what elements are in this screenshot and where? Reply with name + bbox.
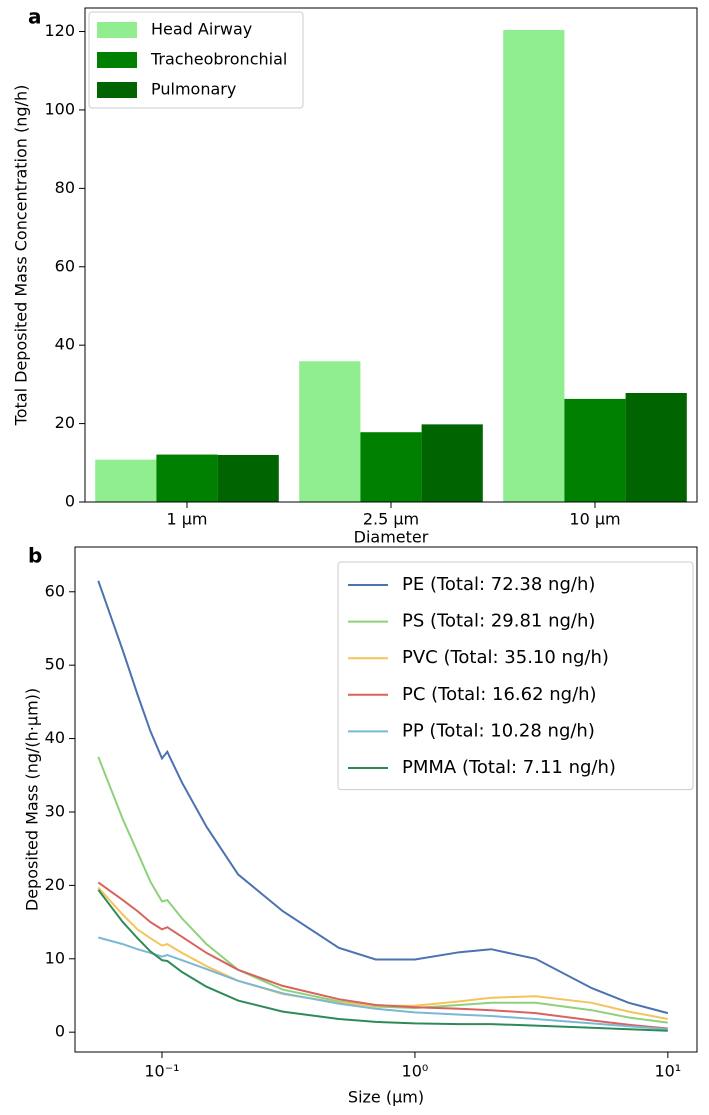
legend-swatch — [97, 52, 137, 68]
bar — [95, 459, 157, 502]
x-tick-label: 10⁻¹ — [144, 1062, 179, 1081]
axes-frame — [84, 7, 698, 503]
y-axis-label: Deposited Mass (ng/(h·µm)) — [23, 688, 42, 911]
bar — [217, 454, 279, 502]
x-axis-label: Diameter — [354, 528, 429, 547]
legend-label: Pulmonary — [151, 80, 236, 99]
panel-label: b — [28, 544, 42, 568]
y-tick-label: 0 — [55, 1022, 65, 1041]
y-tick-label: 50 — [45, 655, 65, 674]
y-tick-label: 100 — [44, 99, 75, 118]
bar — [299, 361, 361, 502]
x-tick-label: 10⁰ — [402, 1062, 429, 1081]
x-axis-label: Size (µm) — [348, 1088, 424, 1107]
y-tick-label: 60 — [45, 581, 65, 600]
legend-label: PS (Total: 29.81 ng/h) — [402, 611, 595, 632]
line — [98, 936, 668, 1031]
panel-label: a — [28, 5, 42, 29]
y-tick-label: 80 — [55, 178, 75, 197]
legend-label: PE (Total: 72.38 ng/h) — [402, 574, 595, 595]
y-tick-label: 0 — [65, 492, 75, 511]
bar — [564, 398, 626, 502]
legend-label: PMMA (Total: 7.11 ng/h) — [402, 757, 616, 778]
legend-box — [88, 11, 304, 109]
bar — [421, 424, 483, 502]
y-tick-label: 30 — [45, 801, 65, 820]
x-tick-label: 1 µm — [166, 510, 207, 529]
legend-box — [337, 561, 694, 791]
x-tick-label: 2.5 µm — [363, 510, 419, 529]
y-tick-label: 20 — [55, 413, 75, 432]
legend-label: PC (Total: 16.62 ng/h) — [402, 684, 597, 705]
bar — [360, 432, 422, 502]
bar — [625, 393, 687, 502]
y-tick-label: 40 — [55, 335, 75, 354]
line — [97, 889, 668, 1032]
legend-label: PVC (Total: 35.10 ng/h) — [402, 647, 609, 668]
legend-swatch — [97, 82, 137, 98]
line — [97, 580, 669, 1015]
legend-swatch — [97, 22, 137, 38]
legend-label: Head Airway — [151, 20, 252, 39]
y-tick-label: 10 — [45, 948, 65, 967]
bar — [503, 29, 565, 502]
x-tick-label: 10¹ — [654, 1062, 681, 1081]
y-tick-label: 120 — [44, 21, 75, 40]
y-axis-label: Total Deposited Mass Concentration (ng/h… — [12, 85, 31, 427]
x-tick-label: 10 µm — [569, 510, 620, 529]
legend-label: PP (Total: 10.28 ng/h) — [402, 720, 595, 741]
y-tick-label: 40 — [45, 728, 65, 747]
bar — [156, 454, 218, 502]
line — [97, 881, 668, 1030]
axes-frame — [74, 546, 698, 1053]
y-tick-label: 60 — [55, 256, 75, 275]
line — [97, 756, 668, 1024]
y-tick-label: 20 — [45, 875, 65, 894]
legend-label: Tracheobronchial — [150, 50, 287, 69]
line — [97, 886, 668, 1020]
